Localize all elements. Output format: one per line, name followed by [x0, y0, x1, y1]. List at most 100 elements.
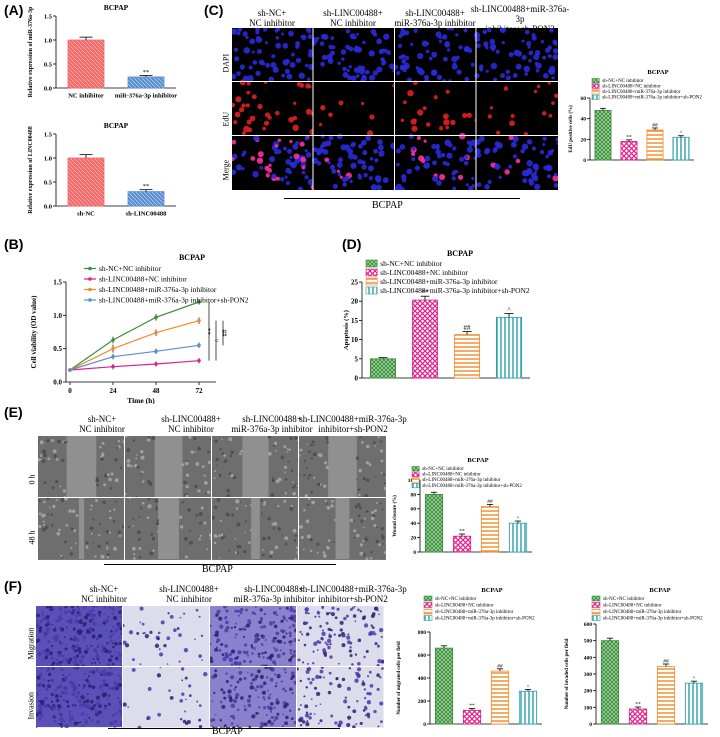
nucleus: [543, 73, 549, 79]
cell: [263, 612, 267, 616]
cell: [314, 615, 317, 618]
cell: [41, 614, 44, 617]
nucleus: [395, 148, 401, 154]
cell: [106, 547, 109, 550]
cell: [206, 490, 211, 495]
cell: [207, 460, 212, 465]
cell: [139, 621, 142, 624]
cell: [254, 634, 259, 639]
y-tick-label: 40: [581, 117, 587, 123]
nucleus: [450, 28, 454, 31]
micrograph-tile: [393, 28, 476, 84]
cell: [300, 535, 304, 540]
cell: [38, 440, 40, 443]
cell: [119, 467, 123, 470]
cell: [347, 715, 352, 720]
cell: [86, 692, 89, 695]
nucleus: [534, 183, 541, 190]
cell: [95, 654, 100, 659]
cell: [275, 479, 280, 484]
significance-mark: **: [626, 134, 632, 140]
cell: [146, 438, 151, 442]
cell: [59, 695, 62, 698]
cell: [369, 557, 373, 560]
nucleus: [349, 179, 353, 184]
cell: [362, 477, 366, 481]
nucleus: [431, 51, 438, 58]
cell: [288, 448, 291, 451]
nucleus: [479, 67, 484, 72]
cell: [102, 680, 105, 683]
micrograph-tile: [394, 132, 477, 190]
nucleus: [543, 165, 548, 170]
cell: [41, 611, 44, 614]
cell: [140, 472, 143, 475]
nucleus: [245, 103, 250, 108]
cell: [310, 698, 313, 700]
chart-title: BCPAP: [179, 253, 205, 262]
cell: [219, 624, 224, 629]
cell: [225, 654, 229, 659]
nucleus: [408, 133, 414, 139]
cell: [62, 489, 67, 493]
cell: [220, 642, 224, 647]
cell: [254, 637, 259, 642]
cell: [375, 501, 378, 504]
nucleus: [487, 114, 493, 119]
cell: [345, 614, 349, 618]
x-category-label: sh-NC: [77, 211, 95, 218]
cell: [306, 633, 309, 637]
cell: [94, 499, 98, 502]
cell: [126, 463, 131, 468]
cell: [240, 696, 244, 700]
legend-swatch-2: [591, 83, 600, 89]
cell: [52, 715, 56, 719]
nucleus: [304, 136, 309, 141]
cell: [230, 722, 234, 726]
legend-swatch-4: [411, 482, 420, 489]
cell: [85, 545, 89, 549]
cell: [220, 533, 224, 537]
nucleus: [292, 143, 299, 150]
cell: [287, 460, 290, 463]
cell: [132, 439, 136, 442]
cell: [188, 436, 192, 439]
cell: [229, 696, 233, 700]
nucleus: [363, 172, 368, 178]
cell: [362, 615, 366, 620]
legend-label-4: sh-LINC00488+miR-376a-3p inhibitor+sh-PO…: [99, 296, 249, 305]
cell: [40, 699, 45, 705]
cell: [380, 459, 384, 463]
x-tick-label: 48: [153, 387, 161, 395]
y-tick-label: 1.0: [44, 155, 52, 162]
cell: [56, 651, 59, 653]
cell: [147, 687, 152, 691]
cell: [272, 610, 277, 616]
y-tick-label: 0: [355, 374, 359, 382]
cell: [359, 551, 364, 556]
cell: [319, 703, 322, 705]
nucleus: [548, 113, 553, 118]
cell: [55, 658, 59, 662]
y-tick-label: 0: [423, 722, 426, 728]
cell: [289, 643, 292, 646]
cell: [118, 534, 122, 538]
cell: [106, 615, 110, 619]
cell: [57, 686, 60, 689]
cell: [260, 499, 263, 502]
cell: [344, 696, 348, 699]
nucleus: [423, 162, 431, 169]
cell: [79, 721, 82, 724]
cell: [117, 651, 120, 654]
cell: [41, 527, 46, 532]
cell: [276, 712, 280, 716]
cell: [225, 512, 230, 517]
cell: [306, 534, 311, 539]
cell: [112, 633, 115, 636]
cell: [243, 708, 248, 712]
cell: [178, 633, 182, 637]
series-line-3: [69, 320, 200, 371]
cell: [260, 723, 265, 727]
cell: [120, 633, 123, 636]
